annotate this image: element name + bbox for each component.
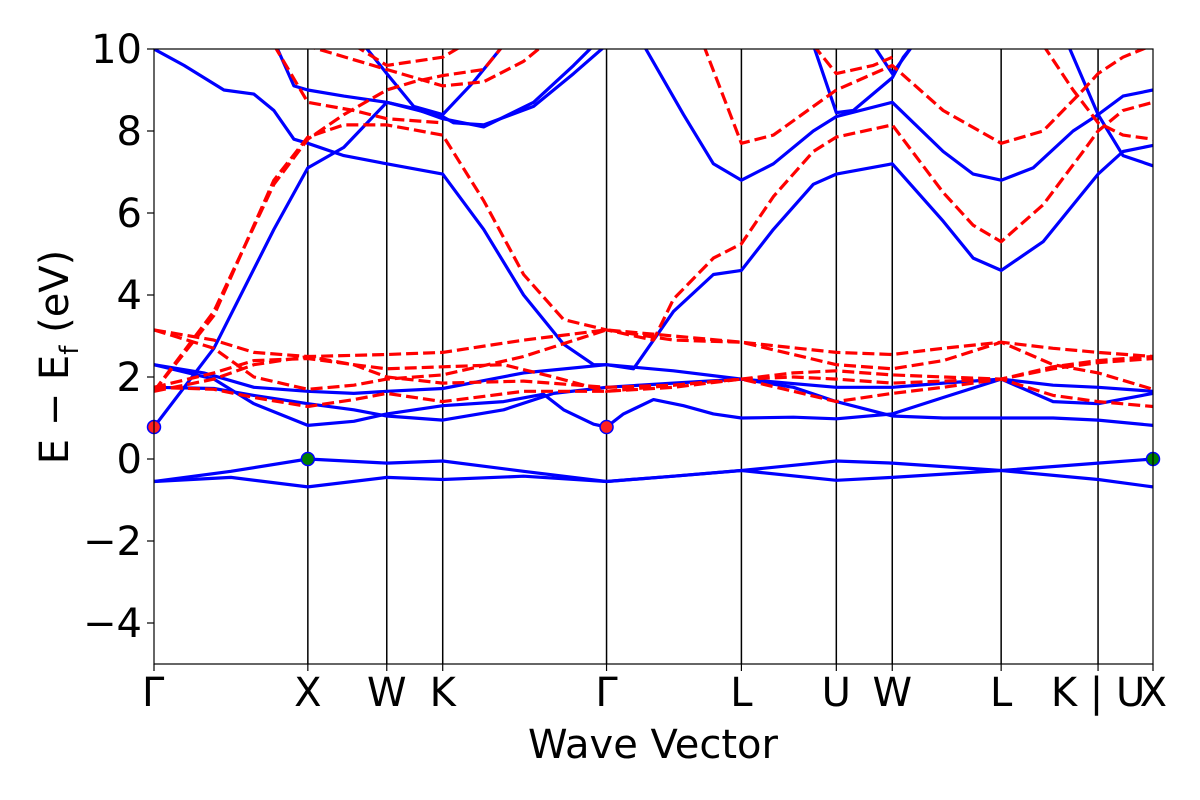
y-tick-label: 8 <box>117 109 142 155</box>
y-tick-label: 6 <box>117 191 142 237</box>
band-solid <box>154 457 1153 484</box>
band-solid <box>644 49 1153 182</box>
x-tick-label: K <box>430 670 458 716</box>
band-solid <box>275 49 605 127</box>
band-dashed <box>703 49 1148 145</box>
band-solid <box>154 49 1153 371</box>
vbm-marker <box>300 451 316 467</box>
x-tick-label: Γ <box>142 670 165 716</box>
y-axis-title-subscript: f <box>55 345 85 355</box>
y-axis-title: E − Ef (eV) <box>32 250 85 465</box>
band-solid <box>1068 49 1153 168</box>
cbm-marker <box>599 419 614 435</box>
x-tick-label: Γ <box>595 670 618 716</box>
x-tick-label: X <box>294 670 321 716</box>
band-dashed <box>312 49 542 88</box>
band-dashed <box>274 49 443 125</box>
band-solid <box>154 363 1153 429</box>
band-dashed <box>814 49 893 76</box>
band-solid <box>365 49 503 117</box>
band-solid <box>874 49 913 76</box>
x-tick-label: W <box>367 670 407 716</box>
band-dashed <box>154 49 503 393</box>
x-tick-label: W <box>872 670 912 716</box>
band-dashed <box>154 100 1153 393</box>
band-dashed <box>357 49 460 68</box>
y-axis-title-main: E − E <box>32 355 78 465</box>
x-tick-label: X <box>1140 670 1167 716</box>
band-dashed <box>154 354 1153 393</box>
y-tick-label: 4 <box>117 273 142 319</box>
band-dashed <box>154 328 1153 359</box>
band-lines <box>154 49 1153 489</box>
band-dashed <box>154 356 1153 393</box>
y-tick-label: −4 <box>83 601 142 647</box>
high-symmetry-lines <box>307 49 1099 664</box>
x-tick-label: L <box>730 670 753 716</box>
x-axis-title: Wave Vector <box>528 722 779 768</box>
y-tick-label: −2 <box>83 519 142 565</box>
x-tick-label: U <box>822 670 851 716</box>
band-solid <box>154 377 1153 427</box>
x-tick-label: K | U <box>1051 670 1145 716</box>
y-tick-label: 0 <box>117 437 142 483</box>
band-solid <box>154 363 1153 395</box>
y-axis-title-unit: (eV) <box>32 250 78 346</box>
x-tick-label: L <box>990 670 1013 716</box>
y-tick-label: 10 <box>91 27 142 73</box>
y-axis-ticks: −4 −2 0 2 4 6 8 10 <box>83 27 154 647</box>
y-tick-label: 2 <box>117 355 142 401</box>
band-dashed <box>1043 49 1153 141</box>
plot-frame <box>153 48 1154 665</box>
band-dashed <box>154 328 1153 391</box>
